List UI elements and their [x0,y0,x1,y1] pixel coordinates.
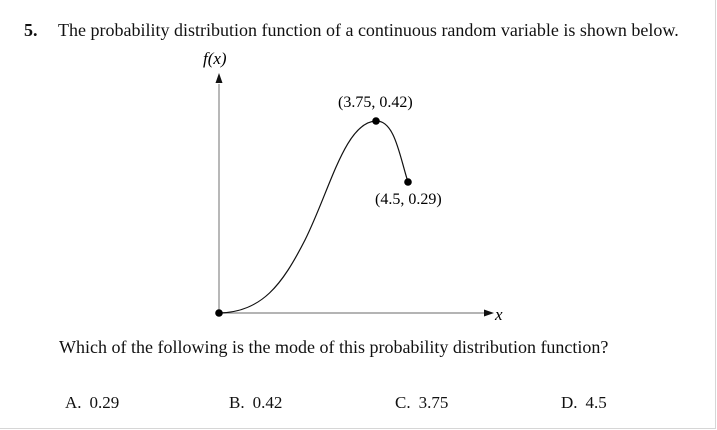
y-axis-label: f(x) [203,49,227,68]
origin-point [215,309,223,317]
y-axis-arrowhead [215,73,223,83]
question-text: The probability distribution function of… [58,20,679,40]
choice-a[interactable]: A. 0.29 [65,393,119,413]
x-axis-arrowhead [484,309,494,317]
choice-a-value: 0.29 [89,393,120,412]
choice-c-letter: C. [395,393,411,412]
pdf-curve [218,120,409,314]
followup-question: Which of the following is the mode of th… [59,337,609,357]
question-stem: 5. The probability distribution function … [24,20,679,41]
choice-b-value: 0.42 [252,393,283,412]
end-point-label: (4.5, 0.29) [375,191,442,208]
choice-c[interactable]: C. 3.75 [395,393,448,413]
peak-point-label: (3.75, 0.42) [338,94,413,111]
choice-d-value: 4.5 [585,393,607,412]
choice-a-letter: A. [65,393,82,412]
question-number: 5. [24,20,38,40]
choice-c-value: 3.75 [418,393,449,412]
choice-d[interactable]: D. 4.5 [561,393,607,413]
choice-b-letter: B. [229,393,245,412]
end-point [404,178,412,186]
choice-d-letter: D. [561,393,578,412]
peak-point [372,117,380,125]
choice-b[interactable]: B. 0.42 [229,393,282,413]
x-axis-label: x [494,305,503,324]
